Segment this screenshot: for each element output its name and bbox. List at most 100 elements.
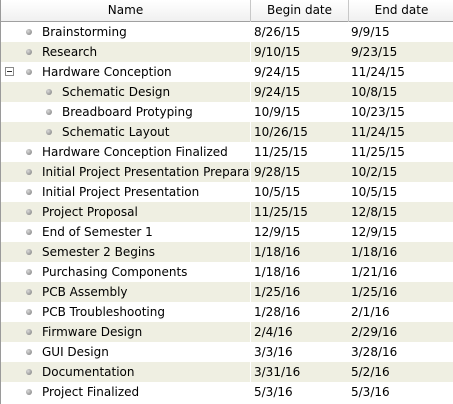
table-row[interactable]: Hardware Conception 9/24/15 11/24/15 [1,62,453,82]
table-row[interactable]: Brainstorming 8/26/15 9/9/15 [1,22,453,42]
end-date-cell[interactable]: 1/21/16 [351,265,398,279]
task-name: End of Semester 1 [42,225,153,239]
end-date-cell[interactable]: 5/2/16 [351,365,390,379]
begin-date-cell[interactable]: 1/28/16 [254,305,301,319]
task-name-cell[interactable]: Project Finalized [1,382,251,402]
end-date-cell[interactable]: 5/3/16 [351,385,390,399]
end-date-cell[interactable]: 11/25/15 [351,145,405,159]
end-date-cell[interactable]: 12/8/15 [351,205,398,219]
task-name: PCB Assembly [42,285,128,299]
task-name: Research [42,45,98,59]
task-name-cell[interactable]: Hardware Conception Finalized [1,142,251,162]
end-date-cell[interactable]: 10/23/15 [351,105,405,119]
collapse-toggle-icon[interactable] [5,67,14,76]
column-header-name[interactable]: Name [1,0,251,22]
end-date-cell[interactable]: 9/9/15 [351,25,390,39]
table-row[interactable]: Hardware Conception Finalized 11/25/15 11/… [1,142,453,162]
table-row[interactable]: Schematic Layout 10/26/15 11/24/15 [1,122,453,142]
task-name-cell[interactable]: Schematic Design [1,82,251,102]
task-name: Project Finalized [42,385,140,399]
begin-date-cell[interactable]: 1/25/16 [254,285,301,299]
table-row[interactable]: Breadboard Protyping 10/9/15 10/23/15 [1,102,453,122]
task-name-cell[interactable]: Hardware Conception [1,62,251,82]
task-name: Hardware Conception [42,65,172,79]
task-bullet-icon [26,309,32,315]
task-name: Hardware Conception Finalized [42,145,228,159]
begin-date-cell[interactable]: 1/18/16 [254,265,301,279]
task-name-cell[interactable]: GUI Design [1,342,251,362]
task-name-cell[interactable]: Brainstorming [1,22,251,42]
begin-date-cell[interactable]: 1/18/16 [254,245,301,259]
task-bullet-icon [26,249,32,255]
end-date-cell[interactable]: 11/24/15 [351,65,405,79]
begin-date-cell[interactable]: 11/25/15 [254,205,308,219]
table-row[interactable]: Purchasing Components 1/18/16 1/21/16 [1,262,453,282]
task-name-cell[interactable]: Initial Project Presentation [1,182,251,202]
task-name-cell[interactable]: Project Proposal [1,202,251,222]
begin-date-cell[interactable]: 10/9/15 [254,105,301,119]
table-row[interactable]: Documentation 3/31/16 5/2/16 [1,362,453,382]
table-row[interactable]: End of Semester 1 12/9/15 12/9/15 [1,222,453,242]
begin-date-cell[interactable]: 3/31/16 [254,365,301,379]
end-date-cell[interactable]: 1/18/16 [351,245,398,259]
begin-date-cell[interactable]: 8/26/15 [254,25,301,39]
task-name-cell[interactable]: End of Semester 1 [1,222,251,242]
table-row[interactable]: Project Proposal 11/25/15 12/8/15 [1,202,453,222]
task-bullet-icon [26,289,32,295]
end-date-cell[interactable]: 10/8/15 [351,85,398,99]
table-row[interactable]: Schematic Design 9/24/15 10/8/15 [1,82,453,102]
end-date-cell[interactable]: 9/23/15 [351,45,398,59]
task-name-cell[interactable]: Schematic Layout [1,122,251,142]
begin-date-cell[interactable]: 3/3/16 [254,345,293,359]
end-date-cell[interactable]: 10/2/15 [351,165,398,179]
task-name-cell[interactable]: Purchasing Components [1,262,251,282]
end-date-cell[interactable]: 2/29/16 [351,325,398,339]
begin-date-cell[interactable]: 9/24/15 [254,65,301,79]
table-row[interactable]: GUI Design 3/3/16 3/28/16 [1,342,453,362]
begin-date-cell[interactable]: 12/9/15 [254,225,301,239]
task-bullet-icon [26,149,32,155]
task-name-cell[interactable]: PCB Assembly [1,282,251,302]
begin-date-cell[interactable]: 9/10/15 [254,45,301,59]
task-name: Initial Project Presentation [42,185,200,199]
table-row[interactable]: Research 9/10/15 9/23/15 [1,42,453,62]
begin-date-cell[interactable]: 5/3/16 [254,385,293,399]
end-date-cell[interactable]: 1/25/16 [351,285,398,299]
table-row[interactable]: Project Finalized 5/3/16 5/3/16 [1,382,453,402]
task-name-cell[interactable]: Firmware Design [1,322,251,342]
table-header: Name Begin date End date [1,0,453,22]
task-bullet-icon [26,389,32,395]
end-date-cell[interactable]: 2/1/16 [351,305,390,319]
table-body: Brainstorming 8/26/15 9/9/15 Research 9/10/1… [1,22,453,402]
task-name: Schematic Design [62,85,171,99]
begin-date-cell[interactable]: 9/24/15 [254,85,301,99]
task-name-cell[interactable]: Semester 2 Begins [1,242,251,262]
task-name: Purchasing Components [42,265,188,279]
column-header-end-date[interactable]: End date [374,3,429,17]
column-header-begin-date[interactable]: Begin date [251,0,349,22]
table-row[interactable]: Semester 2 Begins 1/18/16 1/18/16 [1,242,453,262]
task-name: PCB Troubleshooting [42,305,165,319]
end-date-cell[interactable]: 3/28/16 [351,345,398,359]
task-name-cell[interactable]: Documentation [1,362,251,382]
table-row[interactable]: Initial Project Presentation 10/5/15 10/5/… [1,182,453,202]
task-bullet-icon [46,89,52,95]
task-name-cell[interactable]: Initial Project Presentation Preparation [1,162,251,182]
table-row[interactable]: PCB Assembly 1/25/16 1/25/16 [1,282,453,302]
task-name-cell[interactable]: PCB Troubleshooting [1,302,251,322]
begin-date-cell[interactable]: 10/26/15 [254,125,308,139]
begin-date-cell[interactable]: 11/25/15 [254,145,308,159]
task-name-cell[interactable]: Research [1,42,251,62]
end-date-cell[interactable]: 10/5/15 [351,185,398,199]
end-date-cell[interactable]: 12/9/15 [351,225,398,239]
begin-date-cell[interactable]: 9/28/15 [254,165,301,179]
table-row[interactable]: Firmware Design 2/4/16 2/29/16 [1,322,453,342]
table-row[interactable]: Initial Project Presentation Preparation… [1,162,453,182]
begin-date-cell[interactable]: 2/4/16 [254,325,293,339]
end-date-cell[interactable]: 11/24/15 [351,125,405,139]
task-bullet-icon [46,129,52,135]
task-name-cell[interactable]: Breadboard Protyping [1,102,251,122]
table-row[interactable]: PCB Troubleshooting 1/28/16 2/1/16 [1,302,453,322]
task-name: Initial Project Presentation Preparation [42,165,251,179]
begin-date-cell[interactable]: 10/5/15 [254,185,301,199]
